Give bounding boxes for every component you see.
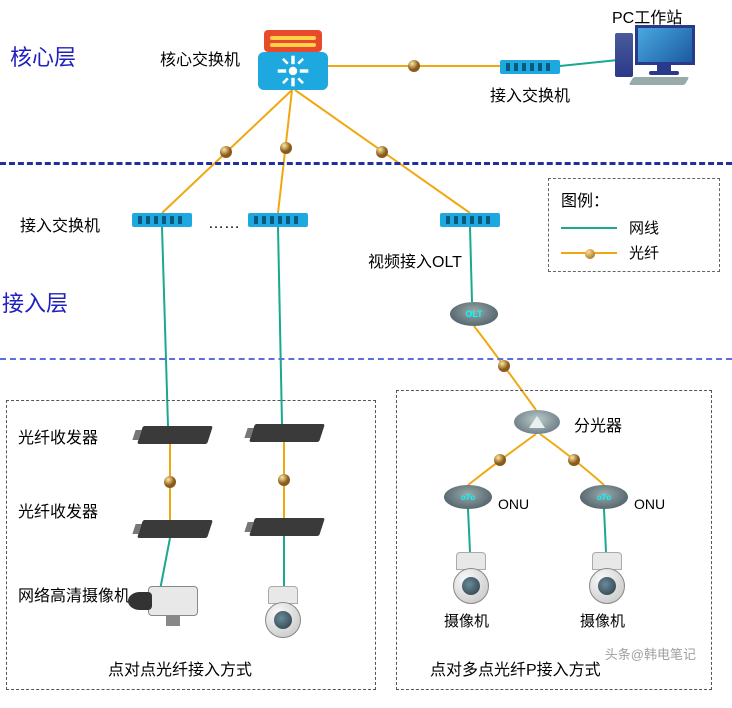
- core-layer-label: 核心层: [10, 40, 76, 72]
- access-switch-top-label: 接入交换机: [490, 82, 570, 106]
- onu-left-label: ONU: [498, 496, 529, 512]
- legend-fiber-text: 光纤: [629, 242, 659, 263]
- dome-camera-left-icon: [262, 586, 304, 638]
- access-switch-top-icon: [500, 60, 560, 74]
- onu-right-icon: o7o: [580, 485, 628, 509]
- legend-box: 图例： 网线 光纤: [548, 178, 720, 272]
- legend-ethernet-line: [561, 227, 617, 229]
- video-olt-label: 视频接入OLT: [368, 248, 462, 272]
- access-layer-label: 接入层: [2, 286, 68, 318]
- transceiver2-label: 光纤收发器: [18, 498, 98, 522]
- legend-row-ethernet: 网线: [561, 217, 707, 238]
- splitter-label: 分光器: [574, 412, 622, 436]
- box-camera-icon: [128, 586, 198, 626]
- access-switch-1-icon: [132, 213, 192, 227]
- pc-icon: [615, 25, 695, 85]
- access-switch-3-icon: [440, 213, 500, 227]
- hd-camera-label: 网络高清摄像机: [18, 582, 130, 606]
- camera-r2-label: 摄像机: [580, 610, 625, 631]
- transceiver-2a-icon: [137, 520, 213, 538]
- core-switch-label: 核心交换机: [160, 46, 240, 70]
- p2mp-label: 点对多点光纤P接入方式: [430, 656, 601, 680]
- dome-camera-r2-icon: [586, 552, 628, 604]
- ellipsis-label: ……: [208, 215, 240, 233]
- legend-ethernet-text: 网线: [629, 217, 659, 238]
- transceiver-1a-icon: [137, 426, 213, 444]
- dome-camera-r1-icon: [450, 552, 492, 604]
- access-switch-2-icon: [248, 213, 308, 227]
- legend-fiber-line: [561, 252, 617, 254]
- olt-text: OLT: [465, 309, 482, 319]
- pc-label: PC工作站: [612, 4, 682, 28]
- legend-row-fiber: 光纤: [561, 242, 707, 263]
- onu-right-label: ONU: [634, 496, 665, 512]
- core-switch-icon: [258, 30, 328, 90]
- olt-icon: OLT: [450, 302, 498, 326]
- legend-title: 图例：: [561, 187, 707, 211]
- separator-1: [0, 162, 732, 165]
- camera-r1-label: 摄像机: [444, 610, 489, 631]
- watermark: 头条@韩电笔记: [605, 644, 696, 663]
- separator-2: [0, 358, 732, 360]
- transceiver-2b-icon: [249, 518, 325, 536]
- splitter-icon: [514, 410, 560, 434]
- transceiver-1b-icon: [249, 424, 325, 442]
- onu-left-icon: o7o: [444, 485, 492, 509]
- transceiver1-label: 光纤收发器: [18, 424, 98, 448]
- p2p-label: 点对点光纤接入方式: [108, 656, 252, 680]
- access-switch-left-label: 接入交换机: [20, 212, 100, 236]
